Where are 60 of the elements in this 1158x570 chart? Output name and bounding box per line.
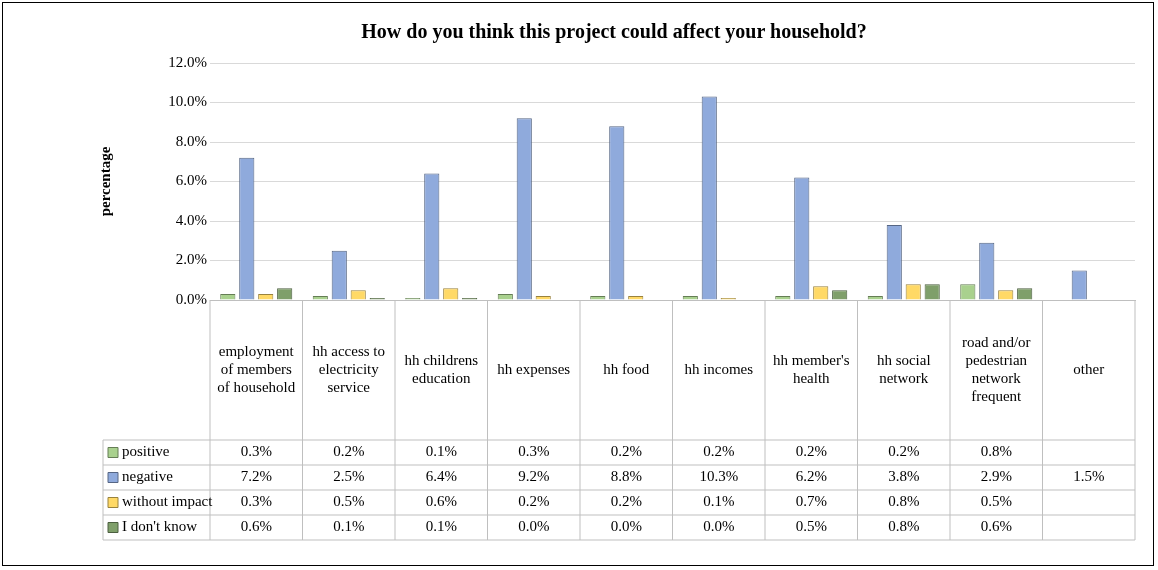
y-tick-label: 6.0% bbox=[175, 172, 207, 189]
data-label: 6.2% bbox=[795, 468, 827, 485]
y-tick-label: 2.0% bbox=[175, 251, 207, 268]
data-label: 0.8% bbox=[980, 443, 1012, 460]
data-label: 2.9% bbox=[980, 468, 1012, 485]
data-label: 10.3% bbox=[699, 468, 739, 485]
legend-label: I don't know bbox=[122, 518, 198, 535]
data-label: 0.2% bbox=[610, 443, 642, 460]
data-label: 0.2% bbox=[795, 443, 827, 460]
data-label: 8.8% bbox=[610, 468, 642, 485]
data-label: 0.1% bbox=[333, 518, 365, 535]
data-label: 0.1% bbox=[425, 518, 457, 535]
x-tick-label: road and/or pedestrian network frequent bbox=[961, 333, 1031, 404]
legend-label: without impact bbox=[122, 493, 214, 510]
data-label: 0.1% bbox=[425, 443, 457, 460]
data-label: 0.0% bbox=[518, 518, 550, 535]
data-label: 0.2% bbox=[518, 493, 550, 510]
data-label: 0.6% bbox=[425, 493, 457, 510]
x-tick-label: hh expenses bbox=[497, 360, 571, 377]
y-tick-label: 0.0% bbox=[175, 290, 207, 307]
x-tick-label: hh member's health bbox=[773, 351, 850, 386]
data-label: 0.8% bbox=[888, 518, 920, 535]
data-label: 1.5% bbox=[1073, 468, 1105, 485]
data-label: 0.2% bbox=[888, 443, 920, 460]
data-label: 0.2% bbox=[703, 443, 735, 460]
data-label: 0.5% bbox=[980, 493, 1012, 510]
data-label: 7.2% bbox=[240, 468, 272, 485]
x-tick-label: hh childrens education bbox=[404, 351, 479, 386]
legend-label: positive bbox=[122, 443, 170, 460]
data-label: 0.2% bbox=[333, 443, 365, 460]
x-tick-label: hh access to electricity service bbox=[312, 342, 385, 395]
data-label: 0.5% bbox=[333, 493, 365, 510]
data-label: 2.5% bbox=[333, 468, 365, 485]
y-tick-label: 4.0% bbox=[175, 211, 207, 228]
data-label: 0.6% bbox=[240, 518, 272, 535]
legend-label: negative bbox=[122, 468, 174, 485]
data-label: 9.2% bbox=[518, 468, 550, 485]
x-tick-label: hh food bbox=[603, 360, 650, 377]
y-tick-label: 10.0% bbox=[168, 93, 207, 110]
data-label: 0.7% bbox=[795, 493, 827, 510]
x-tick-label: hh social network bbox=[876, 351, 931, 386]
x-tick-label: other bbox=[1073, 360, 1105, 377]
data-label: 0.5% bbox=[795, 518, 827, 535]
data-label: 0.3% bbox=[240, 493, 272, 510]
y-axis-title: percentage bbox=[96, 146, 113, 217]
data-label: 0.3% bbox=[518, 443, 550, 460]
y-tick-label: 12.0% bbox=[168, 53, 207, 70]
x-tick-label: employment of members of household bbox=[217, 342, 296, 395]
y-tick-label: 8.0% bbox=[175, 132, 207, 149]
data-label: 3.8% bbox=[888, 468, 920, 485]
data-label: 0.1% bbox=[703, 493, 735, 510]
data-label: 0.3% bbox=[240, 443, 272, 460]
data-label: 0.6% bbox=[980, 518, 1012, 535]
data-label: 6.4% bbox=[425, 468, 457, 485]
chart-title: How do you think this project could affect your household? bbox=[361, 20, 867, 44]
data-label: 0.0% bbox=[610, 518, 642, 535]
x-tick-label: hh incomes bbox=[684, 360, 754, 377]
data-label: 0.0% bbox=[703, 518, 735, 535]
data-label: 0.2% bbox=[610, 493, 642, 510]
data-label: 0.8% bbox=[888, 493, 920, 510]
